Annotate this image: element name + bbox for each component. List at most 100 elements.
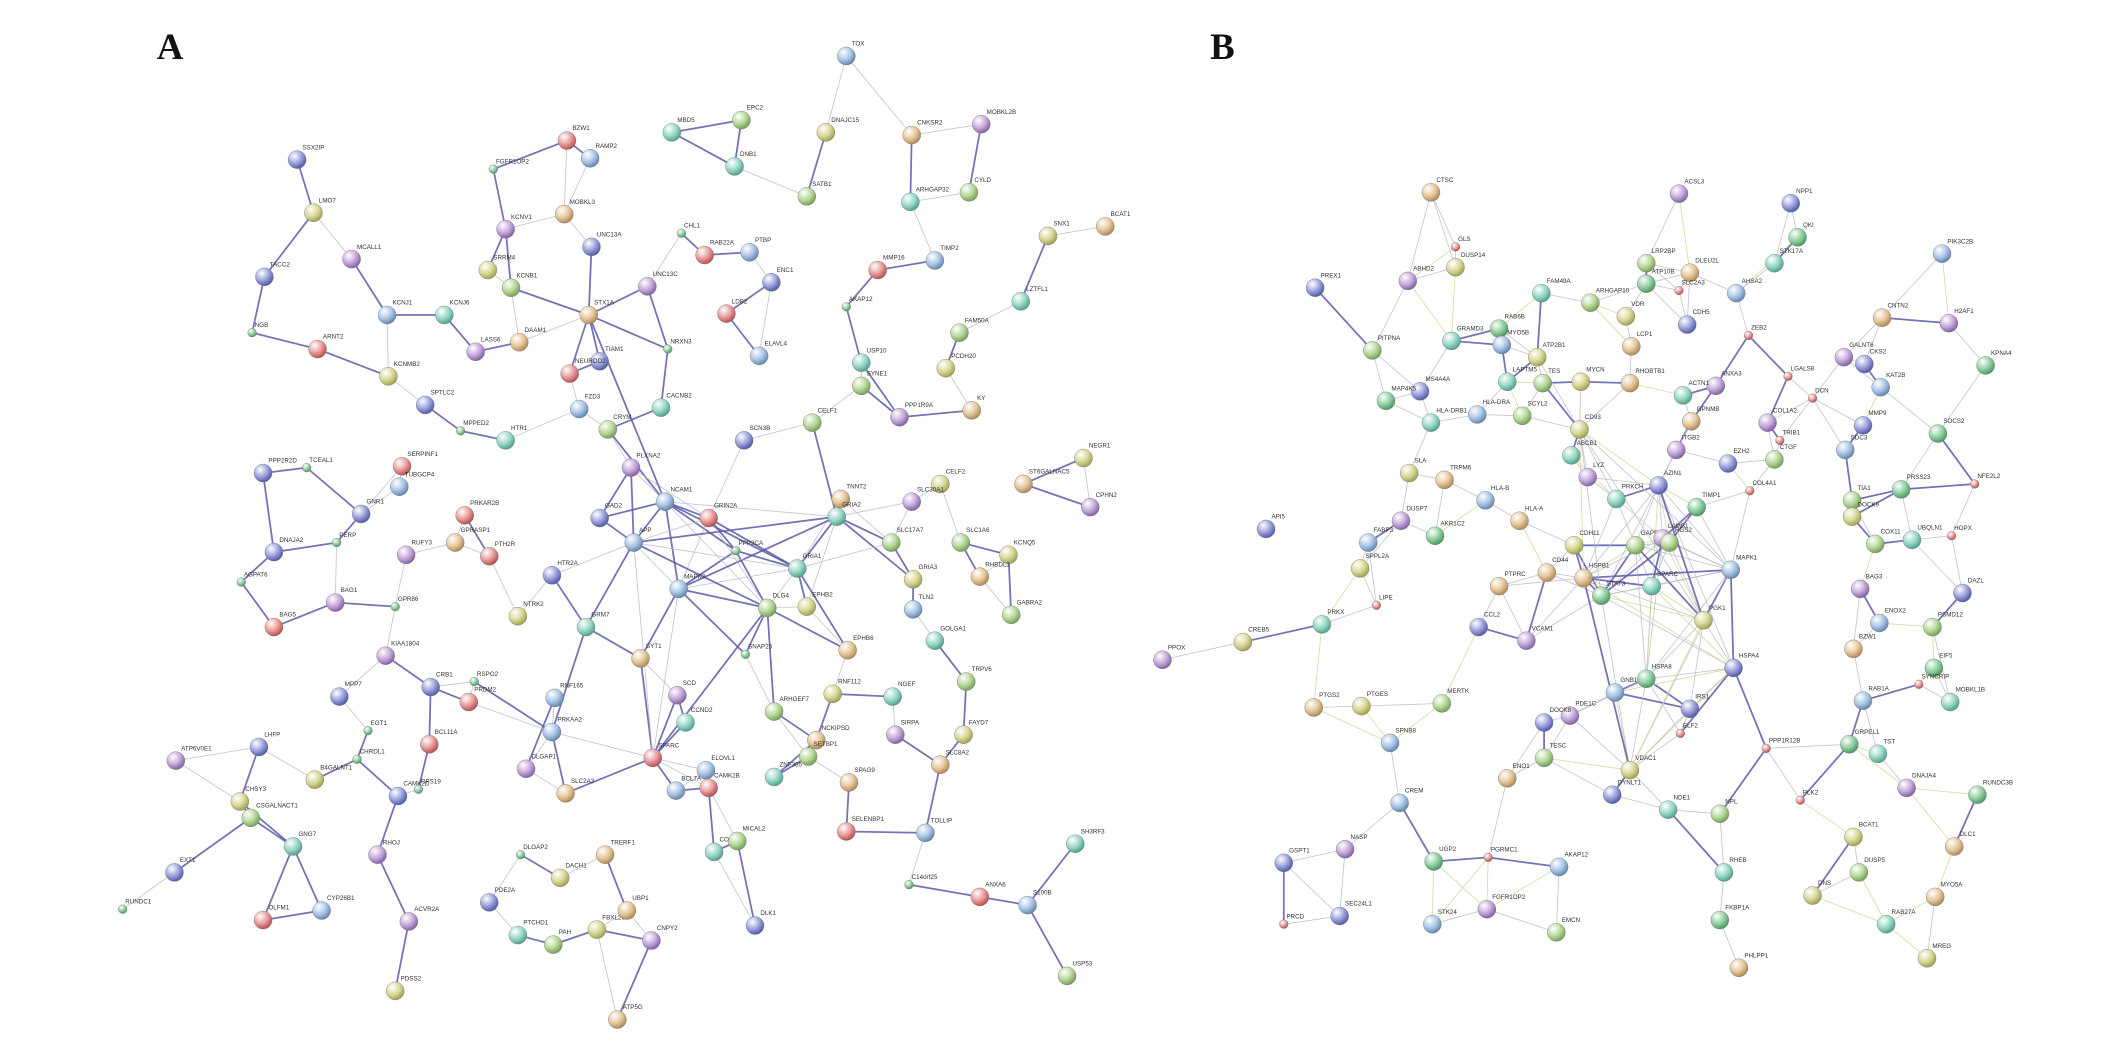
- node-sphere: [1002, 605, 1021, 625]
- protein-node: NTRK2: [508, 601, 544, 626]
- node-sphere: [704, 842, 724, 862]
- protein-node: GPNMB: [1682, 406, 1720, 431]
- protein-node: GAD2: [590, 503, 623, 528]
- interaction-edge: [660, 348, 669, 408]
- protein-node: EMCN: [1547, 917, 1580, 942]
- protein-node: DUSP7: [1391, 505, 1428, 530]
- node-sphere: [305, 770, 325, 789]
- interaction-edge: [630, 467, 709, 519]
- protein-node: CNKSR2: [902, 120, 943, 145]
- interaction-edge: [493, 139, 568, 170]
- node-sphere: [469, 677, 479, 687]
- interaction-edge: [909, 201, 936, 261]
- interaction-edge: [910, 191, 970, 203]
- node-sphere: [1853, 416, 1873, 435]
- node-sphere: [823, 684, 842, 704]
- node-sphere: [1844, 827, 1863, 847]
- interaction-edge: [968, 124, 983, 193]
- node-label: ACTN1: [1688, 380, 1709, 387]
- node-sphere: [807, 730, 826, 750]
- node-sphere: [1450, 242, 1461, 252]
- protein-node: EIF5: [1924, 653, 1953, 678]
- node-label: SLC17A7: [897, 527, 924, 534]
- protein-node: SNX1: [1038, 221, 1070, 246]
- node-label: ANXA3: [1721, 370, 1742, 377]
- interaction-edge: [1858, 872, 1887, 925]
- node-label: HOPX: [1954, 525, 1973, 532]
- protein-node: DLK1: [745, 910, 777, 935]
- node-label: ELF2: [1683, 723, 1698, 730]
- protein-node: GOLGA1: [925, 625, 967, 650]
- protein-node: IRS1: [1680, 693, 1710, 719]
- node-sphere: [1380, 733, 1400, 753]
- node-sphere: [508, 606, 528, 626]
- interaction-edge: [1283, 915, 1340, 925]
- interaction-edge: [1398, 802, 1435, 862]
- interaction-edge: [1937, 365, 1986, 434]
- interaction-edge: [651, 694, 679, 759]
- protein-node: LCP1: [1622, 331, 1653, 356]
- node-sphere: [1844, 639, 1863, 659]
- node-label: BCL7A: [681, 775, 702, 782]
- protein-node: NCKIPSD: [807, 725, 850, 750]
- node-label: MOBKL2B: [987, 109, 1017, 116]
- interaction-edge: [1583, 577, 1704, 621]
- protein-node: LZTFL1: [1011, 286, 1049, 311]
- node-sphere: [1761, 743, 1771, 753]
- interaction-edge: [1629, 678, 1647, 771]
- node-sphere: [1391, 511, 1411, 530]
- protein-node: PTGS2: [1304, 692, 1340, 717]
- protein-node: LIPE: [1371, 595, 1393, 610]
- protein-node: TNNT2: [831, 484, 867, 509]
- node-sphere: [1706, 376, 1725, 396]
- node-sphere: [1571, 372, 1591, 391]
- node-label: DYNLT1: [1618, 779, 1642, 786]
- interaction-edge: [596, 929, 618, 1020]
- protein-node: SLC17A7: [882, 527, 924, 552]
- protein-node: PTGES: [1352, 691, 1388, 716]
- protein-node: ANXA6: [970, 882, 1006, 907]
- protein-node: SSX2IP: [287, 144, 324, 169]
- protein-node: PRKAA2: [542, 717, 583, 742]
- node-sphere: [1758, 413, 1777, 432]
- interaction-edge: [1862, 683, 1920, 702]
- interaction-edge: [175, 746, 260, 762]
- protein-node: NGB: [247, 322, 268, 338]
- interaction-edge: [1906, 787, 1955, 847]
- node-sphere: [621, 458, 641, 477]
- node-label: LAMB1: [1668, 523, 1689, 530]
- protein-node: HLA-B: [1476, 485, 1509, 510]
- node-sphere: [999, 545, 1018, 565]
- protein-node: RPS19: [413, 779, 441, 794]
- node-label: PRKAR2B: [470, 500, 499, 507]
- node-sphere: [1074, 448, 1093, 468]
- node-sphere: [1642, 576, 1661, 596]
- interaction-edge: [1696, 490, 1750, 508]
- node-label: MBD5: [677, 117, 695, 124]
- node-label: ARNT2: [323, 334, 344, 341]
- interaction-edge: [797, 542, 892, 569]
- node-label: HTR1: [511, 425, 528, 432]
- protein-node: STAT3: [1592, 580, 1626, 605]
- node-label: MYO5B: [1507, 330, 1529, 337]
- node-sphere: [758, 598, 777, 618]
- node-sphere: [959, 183, 979, 202]
- node-sphere: [545, 688, 564, 708]
- protein-node: PDE2A: [480, 887, 516, 912]
- protein-node: TRPV6: [957, 666, 992, 691]
- interaction-edge: [1371, 280, 1409, 351]
- node-label: MS4A4A: [1425, 376, 1450, 383]
- interaction-edge: [836, 516, 914, 581]
- interaction-edge: [713, 851, 756, 926]
- protein-node: ABHD2: [1398, 266, 1435, 291]
- node-sphere: [557, 131, 577, 150]
- node-label: CREB5: [1248, 627, 1269, 634]
- node-sphere: [839, 773, 859, 792]
- interaction-edge: [1536, 293, 1543, 358]
- node-label: ATP5G: [623, 1004, 643, 1011]
- node-sphere: [392, 457, 412, 476]
- protein-node: UBP1: [617, 895, 649, 920]
- protein-node: PTCHD1: [508, 920, 549, 945]
- protein-node: ZEB2: [1743, 325, 1767, 340]
